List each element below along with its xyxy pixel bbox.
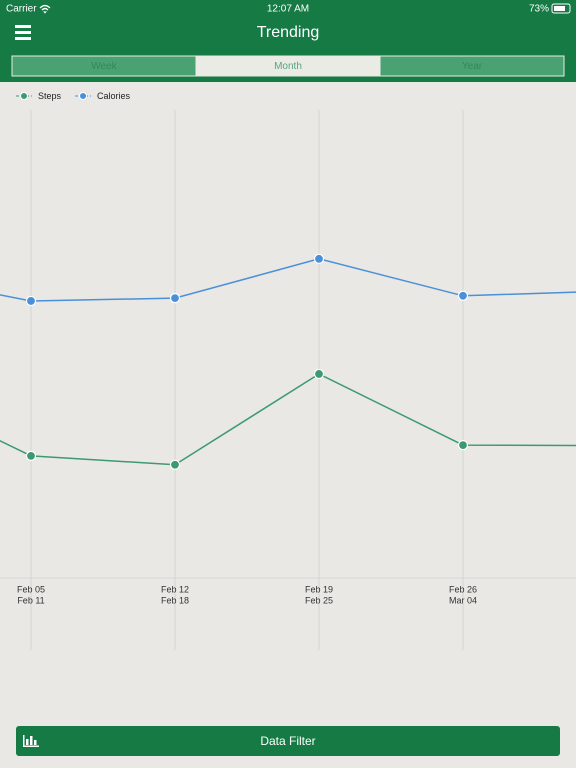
menu-bar bbox=[15, 37, 31, 40]
battery-pct: 73% bbox=[529, 4, 549, 15]
x-tick-label: Mar 04 bbox=[449, 595, 477, 605]
menu-bar bbox=[15, 31, 31, 34]
data-point bbox=[169, 459, 181, 470]
x-tick-label: Feb 05 bbox=[17, 584, 45, 594]
x-tick-label: Feb 19 bbox=[305, 584, 333, 594]
tab-label: Year bbox=[462, 61, 483, 72]
clock: 12:07 AM bbox=[267, 4, 309, 15]
x-tick-label: Feb 11 bbox=[17, 595, 44, 605]
tab[interactable] bbox=[379, 55, 565, 77]
page-title: Trending bbox=[257, 24, 320, 41]
carrier: Carrier bbox=[6, 4, 37, 15]
data-point bbox=[25, 295, 37, 307]
battery-level bbox=[554, 6, 565, 11]
data-point bbox=[169, 293, 181, 304]
x-tick-label: Feb 26 bbox=[449, 584, 477, 594]
data-point bbox=[457, 290, 469, 301]
data-point bbox=[313, 253, 325, 264]
series-line bbox=[0, 373, 576, 466]
x-tick-label: Feb 12 bbox=[161, 584, 189, 594]
data-filter-label: Data Filter bbox=[260, 734, 315, 748]
data-point bbox=[25, 450, 37, 461]
chart-icon bbox=[23, 735, 39, 747]
legend: Steps Calories bbox=[16, 91, 131, 101]
data-point bbox=[313, 368, 325, 380]
legend-marker bbox=[20, 92, 28, 100]
x-tick-label: Feb 25 bbox=[305, 595, 333, 605]
data-point bbox=[457, 439, 469, 451]
tab-label: Month bbox=[274, 61, 302, 72]
data-filter-button[interactable] bbox=[16, 726, 560, 756]
x-tick-label: Feb 18 bbox=[161, 595, 189, 605]
tab-label: Week bbox=[91, 61, 117, 72]
segmented-control: Week Month Year bbox=[11, 55, 565, 77]
legend-marker bbox=[79, 92, 88, 100]
wifi-icon bbox=[39, 4, 51, 14]
legend-label: Calories bbox=[97, 91, 131, 101]
menu-bar bbox=[15, 25, 31, 28]
series-line bbox=[0, 258, 576, 302]
menu-button[interactable] bbox=[15, 25, 31, 40]
legend-label: Steps bbox=[38, 91, 62, 101]
battery-icon bbox=[551, 3, 571, 14]
